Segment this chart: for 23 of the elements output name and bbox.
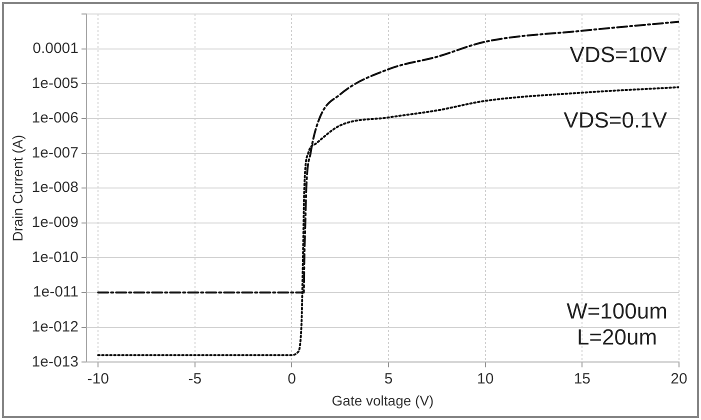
x-tick-label: 5: [384, 370, 393, 388]
y-tick-label: 1e-007: [32, 144, 79, 162]
y-tick-label: 1e-005: [32, 74, 79, 92]
series-label: VDS=10V: [570, 42, 668, 67]
x-tick-label: 0: [288, 370, 296, 388]
y-tick-label: 1e-009: [32, 214, 79, 232]
y-tick-label: 1e-013: [32, 353, 79, 370]
y-tick-label: 1e-006: [32, 110, 79, 127]
y-tick-label: 1e-008: [32, 179, 79, 196]
x-tick-label: 10: [477, 370, 494, 388]
series-label: VDS=0.1V: [564, 107, 668, 132]
x-tick-label: -5: [188, 370, 202, 388]
x-axis-title: Gate voltage (V): [332, 392, 434, 408]
annotation: L=20um: [576, 324, 658, 350]
y-tick-label: 1e-012: [32, 318, 79, 336]
y-tick-label: 0.0001: [32, 40, 79, 57]
x-tick-label: 15: [574, 370, 591, 388]
x-tick-label: -10: [87, 370, 109, 388]
x-tick-label: 20: [670, 370, 688, 388]
annotation: W=100um: [566, 298, 668, 324]
y-tick-label: 1e-010: [32, 248, 79, 266]
y-axis-title: Drain Current (A): [9, 134, 26, 242]
y-tick-label: 1e-011: [32, 284, 79, 301]
